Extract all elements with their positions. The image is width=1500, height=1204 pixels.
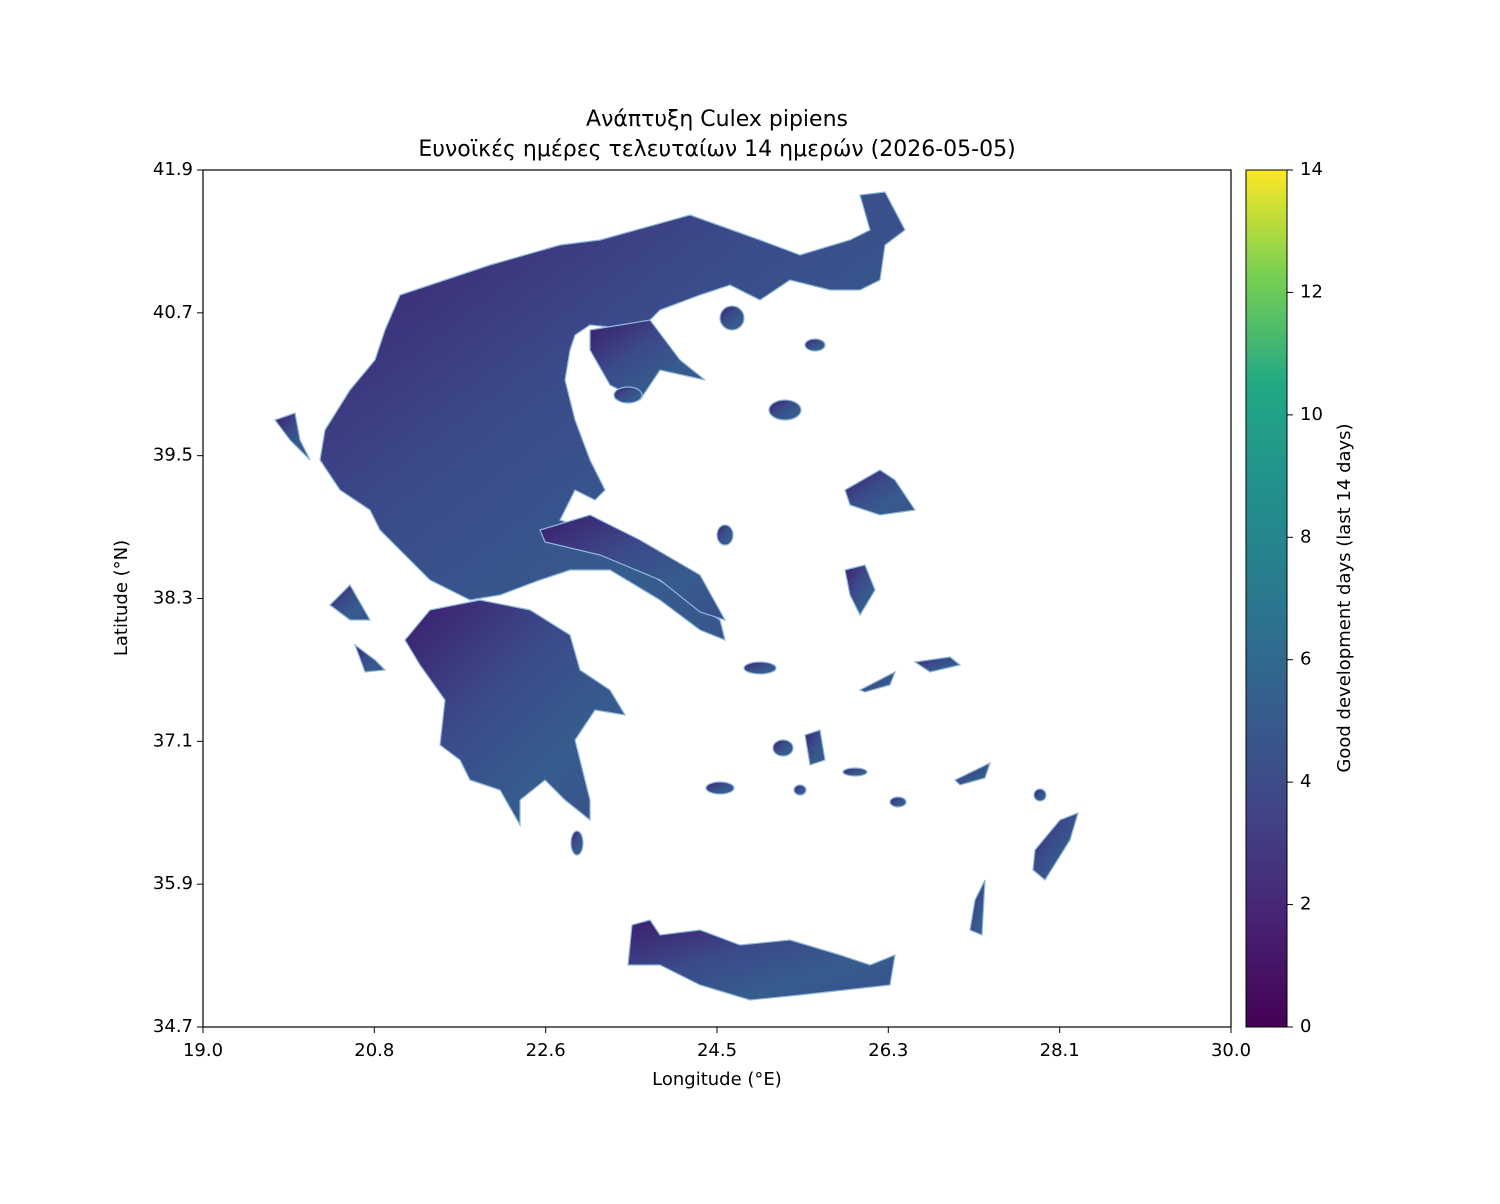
y-axis-label: Latitude (°N) <box>111 540 132 656</box>
y-tick-label: 40.7 <box>153 302 193 323</box>
map <box>274 191 1079 1001</box>
kefalonia <box>329 584 372 621</box>
chart-subtitle: Ευνοϊκές ημέρες τελευταίων 14 ημερών (20… <box>418 137 1015 162</box>
x-tick-label: 26.3 <box>868 1040 908 1061</box>
naxos <box>804 729 826 766</box>
zakynthos <box>353 643 387 673</box>
thasos <box>719 305 745 331</box>
x-tick-label: 24.5 <box>697 1040 737 1061</box>
crete <box>627 919 896 1001</box>
colorbar-tick-label: 8 <box>1300 526 1311 547</box>
ios <box>793 784 807 796</box>
amorgos <box>842 767 868 777</box>
samos <box>913 656 962 673</box>
y-tick-label: 41.9 <box>153 159 193 180</box>
evia <box>539 514 727 622</box>
lesvos <box>844 469 917 516</box>
colorbar-tick-label: 0 <box>1300 1016 1311 1037</box>
chalkidiki <box>589 319 706 401</box>
chart-title: Ανάπτυξη Culex pipiens <box>586 107 848 132</box>
x-axis-label: Longitude (°E) <box>652 1069 782 1090</box>
colorbar-tick-label: 12 <box>1300 281 1323 302</box>
y-tick-label: 34.7 <box>153 1016 193 1037</box>
colorbar <box>1245 169 1288 1028</box>
chios <box>844 564 876 617</box>
ikaria <box>858 670 897 693</box>
tilos <box>1033 788 1047 802</box>
colorbar-tick-label: 6 <box>1300 649 1311 670</box>
x-tick-label: 28.1 <box>1040 1040 1080 1061</box>
colorbar-tick-label: 10 <box>1300 404 1323 425</box>
kythira <box>570 830 584 856</box>
colorbar-tick-label: 14 <box>1300 159 1323 180</box>
x-tick-label: 20.8 <box>354 1040 394 1061</box>
x-tick-label: 19.0 <box>183 1040 223 1061</box>
colorbar-tick-label: 4 <box>1300 771 1311 792</box>
rhodes <box>1032 811 1079 881</box>
corfu <box>274 412 311 461</box>
x-tick-label: 22.6 <box>526 1040 566 1061</box>
skyros-n <box>716 524 734 546</box>
colorbar-tick-label: 2 <box>1300 894 1311 915</box>
milos <box>705 781 735 795</box>
karpathos <box>969 879 986 936</box>
peloponnese <box>404 599 627 828</box>
y-tick-label: 38.3 <box>153 588 193 609</box>
y-tick-label: 39.5 <box>153 445 193 466</box>
paros <box>772 739 794 757</box>
kos <box>953 761 992 786</box>
y-tick-label: 37.1 <box>153 730 193 751</box>
y-tick-label: 35.9 <box>153 873 193 894</box>
astypalaia <box>889 796 907 808</box>
colorbar-label: Good development days (last 14 days) <box>1334 423 1355 772</box>
mainland <box>319 191 906 641</box>
andros <box>743 661 777 675</box>
x-tick-label: 30.0 <box>1211 1040 1251 1061</box>
samothrace <box>804 338 826 352</box>
sporades <box>613 386 643 404</box>
lemnos <box>768 399 802 421</box>
